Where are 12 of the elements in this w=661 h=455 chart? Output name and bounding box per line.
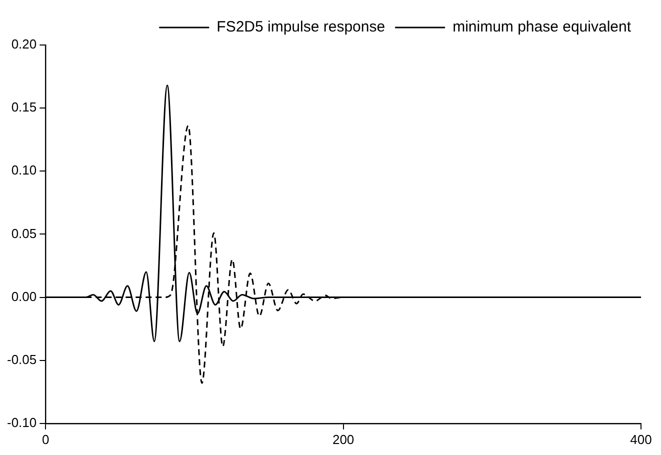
x-tick-label: 0: [42, 432, 50, 447]
y-tick-label: 0.15: [11, 100, 37, 115]
x-tick-label: 200: [332, 432, 354, 447]
y-tick-label: 0.20: [11, 36, 37, 52]
y-tick-label: -0.05: [6, 352, 37, 367]
y-tick-label: -0.10: [6, 414, 37, 430]
y-tick-label: 0.05: [11, 226, 37, 241]
y-tick-label: 0.00: [11, 288, 37, 304]
legend-label: minimum phase equivalent: [452, 18, 632, 36]
y-tick-label: 0.10: [11, 162, 37, 178]
x-tick-label: 400: [630, 432, 652, 447]
legend-label: FS2D5 impulse response: [216, 18, 386, 36]
